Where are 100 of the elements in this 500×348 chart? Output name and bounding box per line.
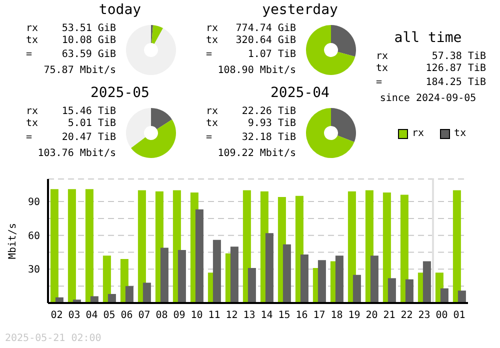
bar	[400, 194, 408, 303]
x-tick-label: 20	[366, 310, 378, 322]
text: tx	[25, 35, 38, 47]
text: 320.64 GiB	[236, 35, 296, 47]
donut-slice	[126, 25, 176, 75]
text: 32.18 TiB	[242, 132, 296, 144]
bar	[138, 190, 146, 303]
donut-slice	[151, 108, 172, 130]
bar	[458, 290, 466, 303]
text: 63.59 GiB	[62, 49, 116, 61]
text: =	[25, 132, 32, 144]
bar	[452, 190, 461, 303]
donut-slice	[152, 25, 164, 44]
text: =	[205, 132, 212, 144]
text: 184.25 TiB	[426, 77, 486, 89]
x-tick-label: 15	[278, 310, 290, 322]
text: =	[205, 49, 212, 61]
bar	[282, 244, 291, 303]
bar	[335, 256, 344, 303]
x-tick-label: 06	[120, 310, 133, 322]
x-tick-label: 03	[68, 310, 80, 322]
y-tick-label: 30	[28, 264, 40, 276]
x-tick-label: 01	[453, 310, 466, 322]
text: tx	[375, 63, 388, 75]
x-tick-label: 07	[138, 310, 150, 322]
bar	[68, 189, 76, 303]
donut-slice	[306, 25, 356, 75]
y-tick-label: 60	[28, 230, 40, 242]
bar	[178, 250, 186, 303]
x-tick-label: 09	[173, 310, 186, 322]
text: rx	[205, 106, 218, 118]
text: 10.08 GiB	[62, 35, 116, 47]
x-tick-label: 02	[50, 310, 63, 322]
chart-title: today	[98, 1, 142, 20]
text: 75.87 Mbit/s	[42, 65, 116, 77]
text: rx	[25, 23, 38, 35]
donut-slice	[331, 25, 356, 57]
x-tick-label: 11	[208, 310, 220, 322]
text: 774.74 GiB	[236, 23, 296, 35]
donut-slice	[306, 108, 354, 158]
x-tick-label: 17	[313, 310, 326, 322]
bar	[265, 233, 274, 303]
y-tick-label: 90	[28, 197, 40, 208]
chart-title: 2025-04	[270, 85, 330, 101]
chart-title: 2025-05	[89, 84, 150, 103]
x-tick-label: 23	[418, 310, 430, 322]
text: tx	[25, 118, 38, 130]
text: 1.07 TiB	[248, 49, 296, 61]
text: 9.93 TiB	[248, 118, 296, 130]
text: 20.47 TiB	[62, 132, 116, 144]
x-tick-label: 13	[243, 310, 256, 322]
text: =	[25, 49, 32, 61]
bar	[212, 240, 221, 303]
text: tx	[205, 118, 218, 130]
x-tick-label: 00	[436, 310, 448, 322]
bar	[102, 256, 111, 303]
donut-slice	[331, 108, 356, 142]
text: rx	[205, 23, 218, 35]
x-tick-label: 21	[383, 310, 396, 322]
bar	[248, 268, 256, 303]
bar	[125, 286, 134, 303]
text: 126.87 TiB	[426, 63, 486, 75]
text: all time	[393, 29, 463, 48]
x-tick-label: 12	[226, 310, 238, 322]
legend-label: tx	[453, 128, 466, 139]
donut-slice	[130, 119, 176, 158]
bar	[142, 282, 151, 303]
bar	[352, 274, 361, 303]
bar	[388, 278, 396, 303]
x-tick-label: 16	[296, 310, 308, 322]
text: =	[375, 77, 382, 89]
x-tick-label: 08	[156, 310, 168, 322]
bar	[422, 261, 431, 303]
x-tick-label: 10	[190, 310, 203, 322]
y-axis-title: Mbit/s	[8, 222, 19, 260]
x-tick-label: 19	[348, 310, 360, 322]
text: 5.01 TiB	[68, 118, 116, 130]
x-tick-label: 05	[103, 310, 116, 322]
text: since 2024-09-05	[378, 93, 478, 105]
x-tick-label: 18	[330, 310, 343, 322]
bar	[440, 288, 448, 303]
x-tick-label: 04	[86, 310, 98, 322]
bar	[405, 279, 414, 303]
text: rx	[375, 51, 388, 63]
text: 53.51 GiB	[62, 23, 116, 35]
donut-slice	[126, 108, 151, 148]
x-tick-label: 22	[400, 310, 413, 322]
legend-label: rx	[411, 128, 424, 139]
text: 22.26 TiB	[242, 106, 296, 118]
text: tx	[205, 35, 218, 47]
bar	[318, 260, 326, 303]
x-tick-label: 14	[260, 310, 273, 322]
text: 103.76 Mbit/s	[36, 148, 116, 160]
text: 109.22 Mbit/s	[216, 148, 296, 160]
bar	[230, 246, 238, 303]
bar	[300, 254, 308, 303]
text: 57.38 TiB	[432, 51, 486, 63]
bar	[160, 248, 168, 303]
bar	[348, 191, 356, 303]
bar	[370, 256, 378, 303]
